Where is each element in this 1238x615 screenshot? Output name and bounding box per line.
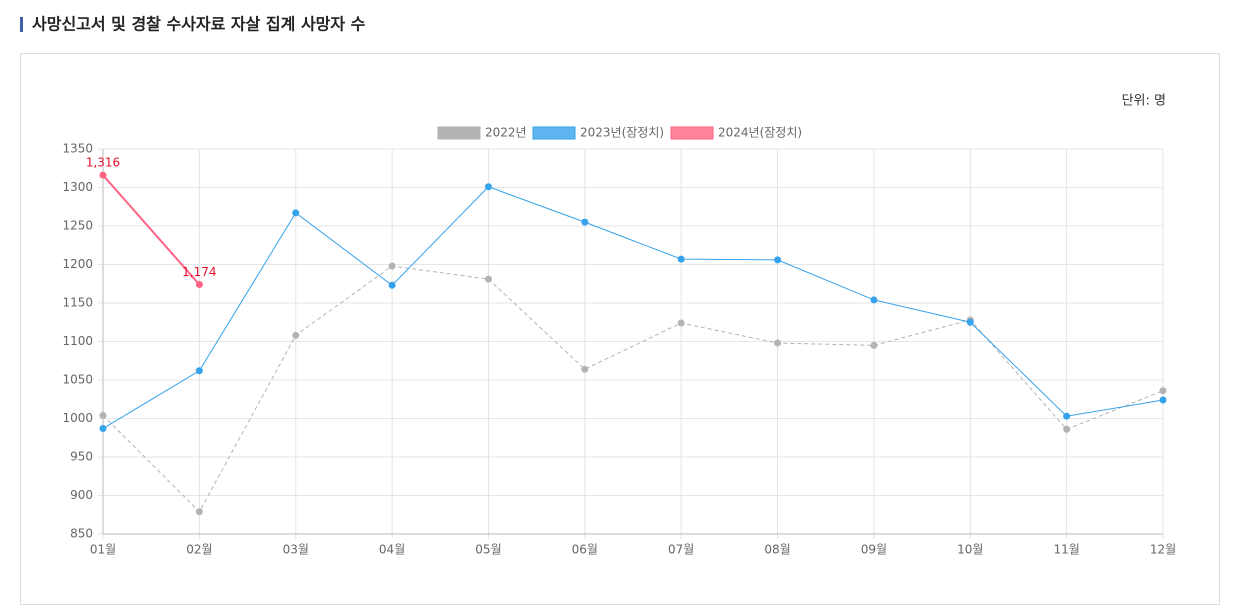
data-point [195,281,203,289]
data-label: 1,174 [182,265,216,279]
data-point [1063,425,1071,433]
x-tick-label: 08월 [764,543,790,557]
y-tick-label: 1250 [62,219,93,233]
data-point [774,256,782,264]
y-tick-label: 1150 [62,296,93,310]
y-tick-label: 1000 [62,411,93,425]
data-point [195,367,203,375]
data-point [581,365,589,373]
y-tick-label: 1350 [62,142,93,156]
data-point [484,183,492,191]
legend-label: 2023년(잠정치) [580,126,664,140]
data-point [677,255,685,263]
data-point [195,508,203,516]
data-point [388,262,396,270]
data-point [966,318,974,326]
data-point [99,171,107,179]
title-marker [20,17,23,32]
chart-box [20,53,1220,605]
data-point [292,331,300,339]
legend-swatch [670,126,714,140]
data-point [774,339,782,347]
series-line [102,174,201,286]
data-point [484,275,492,283]
x-tick-label: 12월 [1150,543,1176,557]
x-tick-label: 09월 [861,543,887,557]
y-tick-label: 1050 [62,373,93,387]
y-tick-label: 900 [70,488,93,502]
y-tick-label: 1100 [62,334,93,348]
series-line [102,186,1164,429]
data-point [1159,387,1167,395]
legend-label: 2024년(잠정치) [718,126,802,140]
x-tick-label: 06월 [572,543,598,557]
data-point [292,209,300,217]
x-tick-label: 07월 [668,543,694,557]
y-tick-label: 950 [70,450,93,464]
y-tick-label: 1200 [62,257,93,271]
data-point [99,411,107,419]
x-tick-label: 02월 [186,543,212,557]
y-tick-label: 1300 [62,180,93,194]
data-point [581,218,589,226]
data-label: 1,316 [86,156,120,170]
chart-title: 사망신고서 및 경찰 수사자료 자살 집계 사망자 수 [32,15,366,34]
data-point [1159,396,1167,404]
legend-label: 2022년 [485,126,527,140]
data-point [99,425,107,433]
x-tick-label: 04월 [379,543,405,557]
legend-swatch [437,126,481,140]
legend-swatch [532,126,576,140]
unit-label: 단위: 명 [1122,94,1166,109]
data-point [870,341,878,349]
x-tick-label: 03월 [283,543,309,557]
x-tick-label: 10월 [957,543,983,557]
data-point [677,319,685,327]
y-tick-label: 850 [70,527,93,541]
x-tick-label: 05월 [475,543,501,557]
series-line [102,265,1164,513]
data-point [870,296,878,304]
data-point [1063,412,1071,420]
x-tick-label: 01월 [90,543,116,557]
data-point [388,281,396,289]
x-tick-label: 11월 [1053,543,1079,557]
